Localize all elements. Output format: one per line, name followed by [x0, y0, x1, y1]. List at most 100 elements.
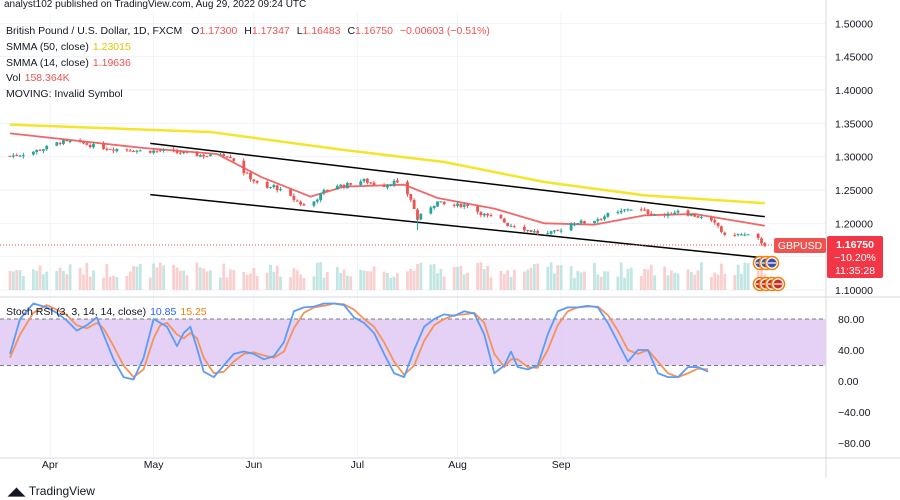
candle-body	[733, 234, 737, 236]
stoch-rsi-label: Stoch RSI (3, 3, 14, 14, close)	[6, 306, 147, 318]
smma14-legend[interactable]: SMMA (14, close) 1.19636	[6, 57, 131, 69]
volume-bar	[676, 273, 680, 290]
volume-bar	[315, 262, 319, 290]
uk-event-flag-icon[interactable]	[764, 255, 780, 271]
candle-body	[579, 220, 583, 224]
volume-legend[interactable]: Vol 158.364K	[6, 72, 70, 84]
candle-body	[526, 229, 530, 231]
volume-bar	[88, 276, 92, 290]
candle-body	[11, 155, 15, 157]
volume-bar	[512, 269, 516, 290]
volume-bar	[429, 264, 433, 290]
ohlc-change: −0.00603 (−0.51%)	[399, 25, 490, 37]
candle-body	[202, 154, 206, 157]
volume-bar	[696, 270, 700, 290]
candle-body	[569, 223, 573, 231]
volume-bar	[372, 266, 376, 290]
candle-body	[649, 213, 653, 215]
candle-body	[325, 189, 329, 191]
candle-body	[252, 179, 256, 182]
volume-bar	[643, 268, 646, 290]
candle-body	[549, 231, 553, 234]
candles[interactable]	[8, 138, 767, 247]
volume-bar	[115, 276, 119, 290]
candle-body	[639, 209, 643, 211]
ohlc-o-label: O	[191, 25, 200, 37]
volume-bar	[365, 271, 369, 290]
smma50-label: SMMA (50, close)	[6, 41, 89, 53]
moving-legend[interactable]: MOVING: Invalid Symbol	[6, 88, 123, 100]
rsi-tick-label: 80.00	[838, 314, 864, 326]
volume-bar	[596, 274, 600, 290]
volume-bar	[439, 268, 443, 290]
stoch-rsi-legend[interactable]: Stoch RSI (3, 3, 14, 14, close) 10.85 15.2…	[6, 306, 207, 318]
candle-body	[198, 155, 202, 157]
candle-body	[31, 151, 35, 155]
candle-body	[172, 149, 176, 151]
volume-bar	[295, 270, 299, 290]
candle-body	[573, 224, 576, 226]
candle-body	[696, 216, 700, 218]
smma50-legend[interactable]: SMMA (50, close) 1.23015	[6, 41, 131, 53]
x-tick-label: Apr	[42, 459, 59, 471]
volume-bar	[135, 266, 139, 290]
volume-bar	[245, 274, 249, 290]
smma50-value: 1.23015	[92, 41, 131, 53]
volume-bar	[345, 275, 349, 290]
candle-body	[462, 204, 466, 207]
volume-bar	[255, 275, 259, 290]
candle-body	[669, 214, 673, 216]
us-event-flag-icon[interactable]	[770, 276, 786, 292]
volume-bar	[349, 276, 353, 290]
candle-body	[155, 150, 159, 152]
volume-bar	[225, 277, 229, 290]
volume-bar	[746, 263, 750, 290]
candle-body	[532, 231, 536, 233]
volume-bar	[185, 275, 189, 290]
candle-body	[406, 181, 409, 195]
volume-bar	[416, 263, 419, 290]
candle-body	[522, 226, 526, 231]
candle-body	[162, 149, 166, 151]
volume-bar	[466, 272, 469, 290]
candle-body	[506, 222, 510, 227]
volume-bar	[442, 276, 446, 290]
tradingview-brand[interactable]: ◢◣ TradingView	[8, 484, 95, 498]
volume-bar	[269, 264, 272, 290]
candle-body	[85, 143, 89, 145]
volume-bar	[569, 266, 573, 290]
candle-body	[743, 234, 747, 236]
event-flags[interactable]	[752, 255, 786, 292]
volume-bar	[105, 264, 109, 290]
volume-bar	[229, 269, 232, 290]
rsi-band-fill	[0, 319, 826, 366]
price-tick-label: 1.30000	[835, 152, 873, 164]
volume-bar	[205, 271, 209, 290]
candle-body	[272, 185, 276, 188]
x-tick-label: Sep	[552, 459, 571, 471]
candle-body	[436, 201, 439, 207]
volume-bar	[556, 265, 560, 290]
volume-bar	[202, 268, 206, 290]
candle-body	[710, 217, 713, 221]
volume-bar	[31, 269, 35, 290]
candle-body	[603, 216, 606, 220]
volume-bar	[335, 267, 339, 290]
candle-body	[459, 204, 463, 208]
candle-body	[596, 219, 600, 222]
volume-bar	[158, 262, 162, 290]
volume-bar	[369, 271, 373, 290]
candle-body	[476, 206, 479, 212]
volume-bar	[456, 266, 459, 290]
candle-body	[553, 230, 556, 232]
candle-body	[18, 155, 22, 157]
volume-bar	[736, 264, 740, 290]
candle-body	[502, 218, 506, 223]
candle-body	[536, 230, 540, 234]
price-tick-label: 1.40000	[835, 85, 873, 97]
volume-bar	[35, 270, 39, 290]
volume-bar	[195, 262, 199, 290]
rsi-tick-label: −40.00	[838, 407, 871, 419]
symbol-title[interactable]: British Pound / U.S. Dollar, 1D, FXCM	[6, 25, 183, 37]
